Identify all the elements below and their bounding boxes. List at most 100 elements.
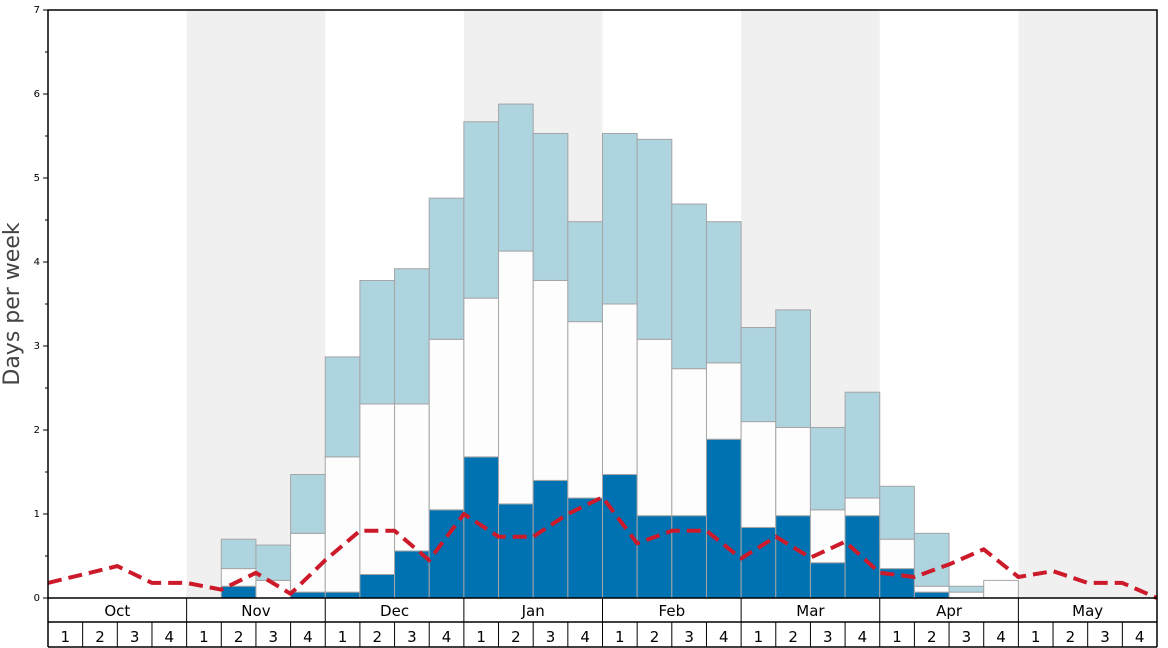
y-tick-label: 5 <box>34 173 40 184</box>
week-label: 3 <box>268 628 278 646</box>
week-label: 3 <box>130 628 140 646</box>
bar-segment-middle <box>532 279 569 481</box>
week-label: 4 <box>1135 628 1145 646</box>
trend-line <box>47 495 1158 600</box>
bar-segment-middle <box>359 403 396 575</box>
bar-segment-top <box>809 426 846 511</box>
week-label: 1 <box>476 628 486 646</box>
month-label: Dec <box>380 602 409 620</box>
bar-segment-top <box>324 356 361 458</box>
month-label: Jan <box>521 602 545 620</box>
bar-segment-bottom <box>671 515 707 599</box>
bar-segment-bottom <box>844 515 881 599</box>
bar-segment-bottom <box>532 479 569 599</box>
bar-segment-middle <box>948 591 985 599</box>
bar-segment-top <box>394 268 430 405</box>
y-tick-label: 6 <box>34 89 40 100</box>
month-label: Feb <box>659 602 686 620</box>
bar-segment-top <box>220 538 257 570</box>
week-label: 1 <box>199 628 209 646</box>
month-label: May <box>1072 602 1103 620</box>
y-tick-label: 0 <box>34 593 40 604</box>
bar-segment-top <box>532 132 569 281</box>
bar-segment-bottom <box>498 503 534 599</box>
bar-segment-top <box>428 197 465 340</box>
bar-segment-middle <box>498 250 534 505</box>
week-label: 4 <box>858 628 868 646</box>
week-label: 2 <box>1066 628 1076 646</box>
bar-segment-top <box>948 585 985 593</box>
week-label: 3 <box>962 628 972 646</box>
bar-segment-middle <box>602 303 638 476</box>
bar-segment-top <box>879 485 915 540</box>
week-label: 4 <box>303 628 313 646</box>
y-axis-label: Days per week <box>0 222 25 385</box>
bar-segment-bottom <box>740 526 777 599</box>
bar-segment-bottom <box>220 585 257 599</box>
bar-segment-bottom <box>809 562 846 599</box>
bar-segment-middle <box>913 585 950 593</box>
y-tick-label: 4 <box>34 257 40 268</box>
bar-segment-top <box>775 309 811 428</box>
month-label: Oct <box>104 602 130 620</box>
y-tick-label: 1 <box>34 509 40 520</box>
bar-segment-bottom <box>290 591 326 599</box>
week-label: 4 <box>165 628 175 646</box>
week-label: 3 <box>546 628 556 646</box>
week-label: 3 <box>407 628 417 646</box>
week-label: 1 <box>615 628 625 646</box>
y-tick-label: 7 <box>34 5 40 16</box>
bar-segment-bottom <box>636 515 673 599</box>
bar-segment-middle <box>705 362 742 440</box>
axes-group: 0 1 2 3 4 5 6 7 Oct 1 2 3 4 Nov 1 2 3 4 Dec 1 2 3 4 Jan 1 2 3 4 Feb 1… <box>34 5 1158 648</box>
bar-segment-middle <box>636 338 673 517</box>
y-tick-label: 2 <box>34 425 40 436</box>
week-label: 2 <box>788 628 798 646</box>
week-label: 1 <box>1031 628 1041 646</box>
week-label: 2 <box>650 628 660 646</box>
week-label: 2 <box>234 628 244 646</box>
week-label: 3 <box>823 628 833 646</box>
bar-segment-bottom <box>428 509 465 599</box>
week-label: 4 <box>580 628 590 646</box>
bar-segment-top <box>740 327 777 423</box>
bar-segment-top <box>567 221 603 323</box>
bar-segment-middle <box>567 321 603 499</box>
month-label: Mar <box>796 602 825 620</box>
bar-segment-top <box>636 138 673 340</box>
week-label: 3 <box>1100 628 1110 646</box>
bars-group <box>220 103 1019 599</box>
bar-segment-bottom <box>705 438 742 599</box>
bar-segment-top <box>602 132 638 305</box>
month-band <box>1018 10 1157 598</box>
bar-segment-middle <box>394 403 430 552</box>
week-label: 2 <box>95 628 105 646</box>
week-label: 2 <box>372 628 382 646</box>
bar-segment-top <box>671 203 707 370</box>
bar-segment-bottom <box>324 591 361 599</box>
bar-segment-top <box>913 532 950 587</box>
bar-segment-middle <box>983 579 1019 599</box>
week-label: 1 <box>338 628 348 646</box>
week-label: 4 <box>996 628 1006 646</box>
trend-line-layer <box>47 495 1158 600</box>
bar-segment-bottom <box>913 591 950 599</box>
week-label: 1 <box>61 628 71 646</box>
month-label: Apr <box>936 602 963 620</box>
week-label: 4 <box>719 628 729 646</box>
bar-segment-middle <box>324 456 361 593</box>
week-label: 2 <box>927 628 937 646</box>
bar-segment-middle <box>879 538 915 570</box>
week-label: 3 <box>684 628 694 646</box>
bar-segment-top <box>705 221 742 364</box>
week-label: 2 <box>511 628 521 646</box>
week-label: 1 <box>754 628 764 646</box>
bar-segment-middle <box>740 421 777 528</box>
y-tick-label: 3 <box>34 341 40 352</box>
bar-segment-top <box>844 391 881 499</box>
week-label: 4 <box>442 628 452 646</box>
bar-segment-middle <box>775 426 811 517</box>
bar-segment-top <box>290 474 326 534</box>
bar-segment-bottom <box>775 515 811 599</box>
